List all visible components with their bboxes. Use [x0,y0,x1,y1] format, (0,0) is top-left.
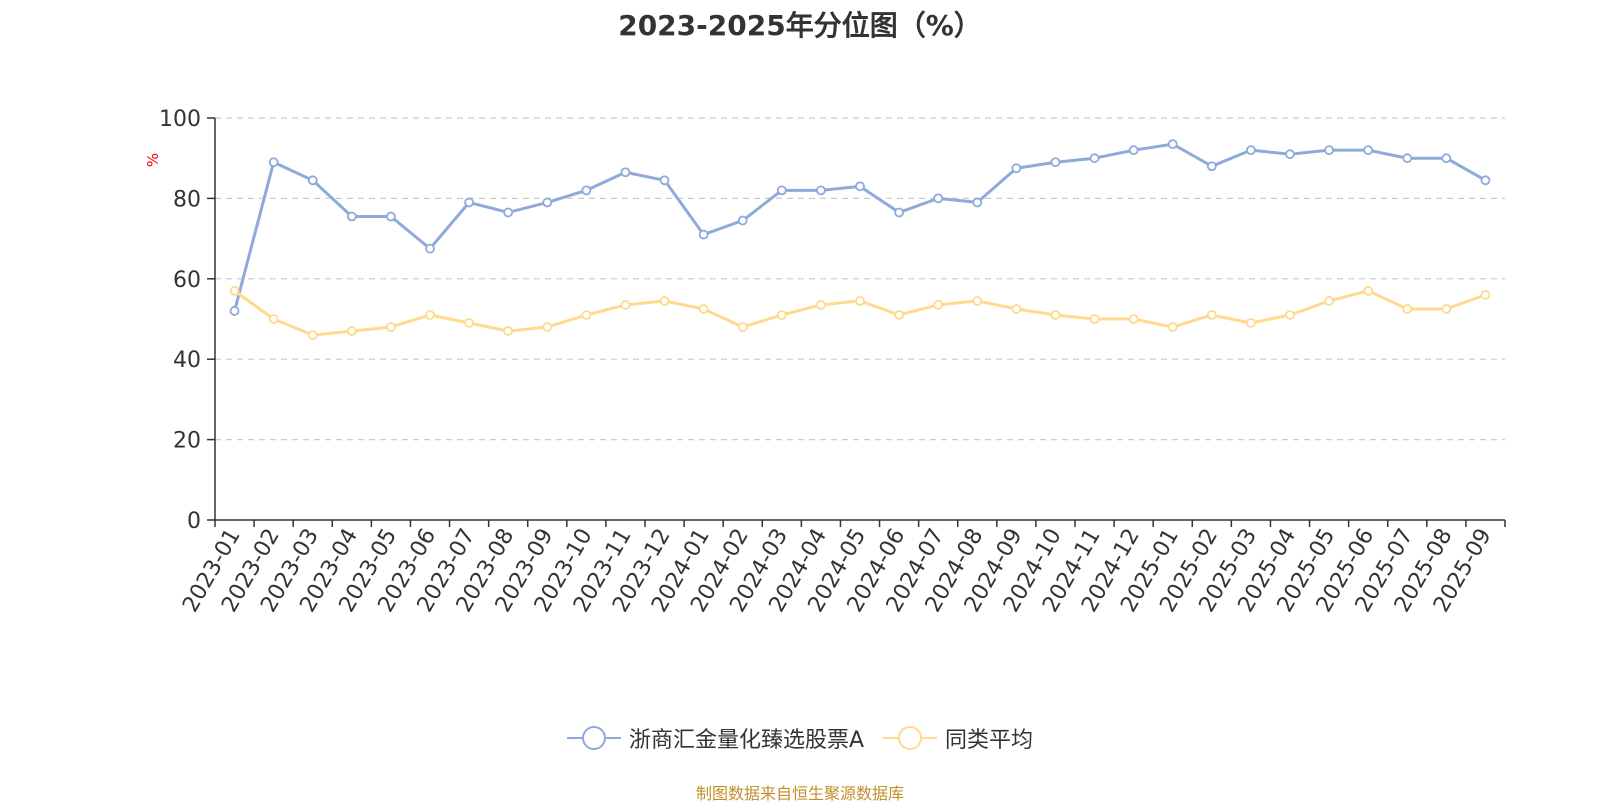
series-1-point-2023-07[interactable] [464,197,474,208]
series-2-point-2024-10[interactable] [1050,310,1061,320]
series-1-point-2023-11[interactable] [620,167,631,178]
series-1-point-2024-08[interactable] [972,197,983,208]
series-1-point-2024-12[interactable] [1128,145,1139,156]
series-2-point-2023-06[interactable] [425,310,435,320]
series-1-line [233,142,1487,312]
axes: 0204060801002023-012023-022023-032023-04… [159,107,1506,617]
y-tick-label-40: 40 [173,348,201,373]
chart-title: 2023-2025年分位图（%） [618,9,982,42]
series-2-point-2023-03[interactable] [307,330,318,340]
series-1-point-2024-01[interactable] [698,229,709,240]
series-2-point-2023-12[interactable] [659,296,670,306]
y-tick-label-20: 20 [173,429,201,454]
legend-item-series-1[interactable]: 浙商汇金量化臻选股票A [566,722,865,754]
series-2-point-2025-05[interactable] [1324,296,1334,306]
series-2-point-2023-04[interactable] [346,326,357,336]
series-1-point-2025-02[interactable] [1206,161,1217,172]
series-1-point-2024-06[interactable] [894,207,904,218]
y-tick-label-60: 60 [173,268,201,293]
source-note: 制图数据来自恒生聚源数据库 [695,784,904,803]
series-1-point-2024-02[interactable] [737,215,748,226]
legend-item-series-2[interactable]: 同类平均 [883,722,1033,754]
legend-label-series-2: 同类平均 [945,728,1034,753]
series-1-point-2023-04[interactable] [346,211,357,222]
series-2-point-2024-03[interactable] [776,310,787,320]
series-2-point-2024-11[interactable] [1089,314,1100,324]
y-axis-label: % [144,153,162,167]
series-2-point-2024-12[interactable] [1128,314,1139,324]
series-1-point-2023-08[interactable] [503,207,514,218]
series-2-point-2024-01[interactable] [698,304,709,314]
series-1-point-2024-09[interactable] [1011,163,1022,174]
legend-swatch-series-2-icon [883,726,938,750]
y-tick-label-0: 0 [187,509,201,534]
series-1-point-2025-04[interactable] [1285,149,1295,160]
series-2-point-2023-09[interactable] [542,322,553,332]
series-1-point-2024-03[interactable] [776,185,787,196]
series-2-point-2025-01[interactable] [1167,322,1178,332]
grid-lines [215,117,1505,441]
series-2-point-2023-10[interactable] [581,310,592,320]
y-tick-label-100: 100 [159,107,201,132]
series-1-point-2025-01[interactable] [1167,139,1178,150]
series-1-point-2024-05[interactable] [855,181,865,192]
series-2-point-2024-08[interactable] [972,296,983,306]
series-1-point-2023-12[interactable] [659,175,670,186]
series-1-point-2025-06[interactable] [1363,145,1374,156]
series-1-point-2024-10[interactable] [1050,157,1061,168]
series-1-point-2023-09[interactable] [542,197,553,208]
legend: 浙商汇金量化臻选股票A 同类平均 [0,722,1600,757]
series-2-point-2024-06[interactable] [894,310,904,320]
series-2-point-2025-03[interactable] [1246,318,1256,328]
legend-swatch-series-1-icon [566,726,621,750]
series-2-point-2025-09[interactable] [1480,289,1491,300]
series-1-point-2023-02[interactable] [268,157,279,168]
series-2-point-2023-02[interactable] [268,314,279,324]
legend-label-series-1: 浙商汇金量化臻选股票A [628,728,865,753]
series-1-point-2024-04[interactable] [816,185,826,196]
series-2-point-2024-09[interactable] [1011,304,1022,314]
series-1-point-2023-01[interactable] [229,306,240,316]
series-2-point-2023-01[interactable] [229,285,240,296]
series-2-point-2025-07[interactable] [1402,304,1413,314]
series-1-point-2025-09[interactable] [1480,175,1491,186]
series-2-point-2023-07[interactable] [464,318,474,328]
series-1-point-2024-11[interactable] [1089,153,1100,164]
series-2-point-2023-05[interactable] [386,322,396,332]
series-2-point-2024-02[interactable] [737,322,748,332]
series-1-point-2023-05[interactable] [386,211,396,222]
series-1-point-2024-07[interactable] [933,193,944,204]
line-chart: 0204060801002023-012023-022023-032023-04… [144,107,1506,617]
y-tick-label-80: 80 [173,187,201,212]
series-2-point-2024-05[interactable] [855,296,865,306]
series-lines [229,139,1491,340]
series-1-point-2025-08[interactable] [1441,153,1452,164]
series-1-point-2025-03[interactable] [1246,145,1256,156]
series-2-point-2025-04[interactable] [1285,310,1295,320]
series-1-point-2023-10[interactable] [581,185,592,196]
series-1-point-2025-07[interactable] [1402,153,1413,164]
series-2-point-2024-04[interactable] [816,300,826,310]
series-2-point-2025-02[interactable] [1206,310,1217,320]
series-2-point-2025-08[interactable] [1441,304,1452,314]
series-1-point-2025-05[interactable] [1324,145,1334,156]
series-2-point-2023-08[interactable] [503,326,514,336]
series-2-point-2024-07[interactable] [933,300,944,310]
series-2-point-2023-11[interactable] [620,300,631,310]
series-2-point-2025-06[interactable] [1363,285,1374,296]
series-1-point-2023-06[interactable] [425,243,435,254]
series-1-point-2023-03[interactable] [307,175,318,186]
